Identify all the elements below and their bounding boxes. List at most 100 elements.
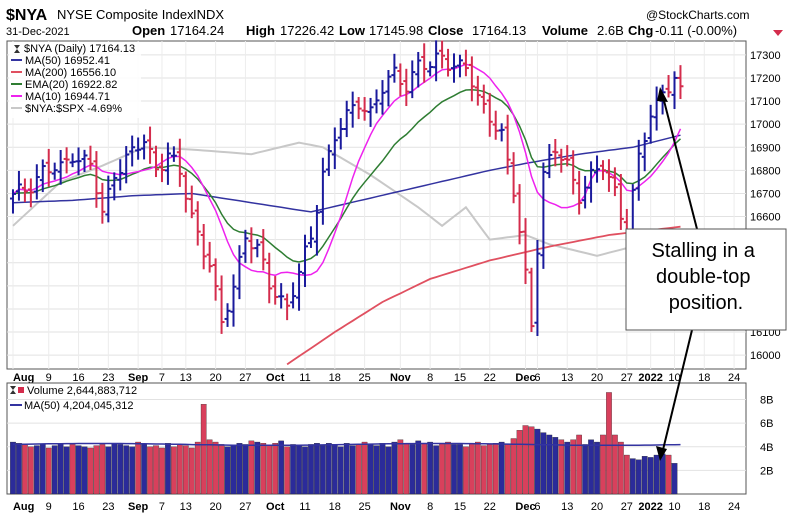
chg-value: -0.11 (-0.00%) bbox=[655, 23, 737, 38]
volume-bar bbox=[200, 404, 207, 495]
price-bar bbox=[588, 161, 595, 203]
x-tick-label: 18 bbox=[698, 372, 710, 384]
x-tick-label: 24 bbox=[728, 501, 740, 513]
volume-bar bbox=[242, 444, 249, 495]
volume-legend-title: Volume 2,644,883,712 bbox=[27, 385, 137, 397]
volume-panel: 2B 4B 6B 8B Volume 2,644,883,712 MA(50) 4,2… bbox=[6, 382, 773, 495]
volume-bar bbox=[397, 439, 404, 495]
volume-bar bbox=[409, 444, 416, 495]
volume-bar bbox=[475, 441, 481, 495]
volume-bar bbox=[600, 434, 606, 495]
ma200-line bbox=[286, 225, 681, 366]
volume-bar bbox=[546, 434, 553, 495]
volume-bar bbox=[492, 443, 499, 495]
price-bar bbox=[468, 56, 475, 102]
low-label: Low bbox=[339, 23, 366, 38]
volume-ma-label: MA(50) 4,204,045,312 bbox=[24, 400, 133, 412]
volume-bar bbox=[296, 445, 302, 495]
volume-bar bbox=[28, 446, 34, 495]
volume-bar bbox=[421, 443, 428, 495]
price-bar bbox=[164, 142, 171, 185]
volume-bar bbox=[314, 443, 320, 495]
x-tick-label: 15 bbox=[454, 372, 466, 384]
x-tick-label: Sep bbox=[128, 372, 148, 384]
price-bar bbox=[135, 137, 142, 160]
legend-item: $NYA:$SPX -4.69% bbox=[25, 103, 122, 115]
x-tick-label: 8 bbox=[427, 501, 433, 513]
price-bar bbox=[319, 157, 326, 225]
x-tick-label: 7 bbox=[159, 501, 165, 513]
volume-value: 2.6B bbox=[597, 23, 624, 38]
volume-bar bbox=[218, 444, 225, 495]
down-triangle-icon bbox=[773, 30, 783, 36]
x-tick-label: 23 bbox=[102, 372, 114, 384]
x-tick-label: 20 bbox=[209, 372, 221, 384]
open-label: Open bbox=[132, 23, 165, 38]
volume-bar bbox=[522, 425, 529, 495]
price-bar bbox=[343, 100, 350, 138]
price-bar bbox=[594, 155, 601, 183]
volume-bar bbox=[39, 444, 46, 495]
price-bar bbox=[194, 201, 201, 246]
price-bar bbox=[576, 170, 583, 215]
volume-bar bbox=[236, 443, 243, 495]
symbol: $NYA bbox=[6, 7, 48, 24]
price-bar bbox=[570, 150, 577, 195]
x-tick-label: Dec bbox=[515, 501, 535, 513]
volume-label: Volume bbox=[542, 23, 588, 38]
price-bar bbox=[188, 185, 195, 219]
price-bar bbox=[218, 275, 225, 334]
price-bar bbox=[302, 234, 309, 287]
x-tick-label: Dec bbox=[515, 372, 535, 384]
price-bar bbox=[123, 146, 130, 184]
x-tick-label: 27 bbox=[621, 501, 633, 513]
price-legend: $NYA (Daily) 17164.13 MA(50) 16952.41MA(… bbox=[9, 42, 141, 118]
volume-bar bbox=[69, 444, 76, 495]
price-bar bbox=[290, 282, 297, 309]
volume-bar bbox=[206, 439, 213, 495]
volume-bar bbox=[194, 441, 201, 495]
arrow-head-icon bbox=[656, 446, 667, 461]
volume-bar bbox=[177, 444, 183, 495]
volume-bar bbox=[171, 446, 177, 495]
volume-bar bbox=[63, 446, 70, 495]
volume-bar bbox=[480, 445, 487, 495]
volume-bar bbox=[87, 447, 94, 495]
price-bar bbox=[558, 148, 565, 173]
price-bar bbox=[272, 276, 279, 305]
date: 31-Dec-2021 bbox=[6, 26, 70, 38]
price-bar bbox=[99, 182, 106, 224]
volume-bar bbox=[427, 441, 433, 495]
volume-bar bbox=[570, 439, 577, 495]
price-bar bbox=[15, 170, 22, 201]
high-value: 17226.42 bbox=[280, 23, 334, 38]
price-bar bbox=[486, 92, 493, 137]
price-bar bbox=[599, 160, 606, 181]
volume-bar bbox=[451, 444, 457, 495]
price-bar bbox=[153, 145, 160, 178]
x-tick-label: 20 bbox=[591, 501, 603, 513]
x-tick-label: Oct bbox=[266, 372, 285, 384]
price-bar bbox=[170, 146, 177, 162]
price-bar bbox=[307, 226, 314, 248]
price-bar bbox=[248, 227, 255, 264]
volume-bar bbox=[618, 441, 624, 495]
volume-bar bbox=[129, 446, 136, 495]
x-tick-label: 2022 bbox=[638, 372, 662, 384]
price-bar bbox=[552, 138, 559, 167]
price-bar bbox=[582, 175, 589, 209]
volume-bar bbox=[504, 444, 511, 495]
high-label: High bbox=[246, 23, 275, 38]
volume-bar bbox=[284, 446, 290, 495]
price-y-tick: 16900 bbox=[750, 142, 781, 154]
price-bar bbox=[546, 143, 553, 179]
x-tick-label: 11 bbox=[299, 372, 310, 384]
x-tick-label: 27 bbox=[621, 372, 633, 384]
volume-bar bbox=[415, 440, 422, 495]
x-tick-label: Oct bbox=[266, 501, 285, 513]
volume-bar bbox=[653, 454, 660, 495]
x-tick-label: Sep bbox=[128, 501, 148, 513]
legend-item: MA(10) 16944.71 bbox=[25, 91, 110, 103]
collapse-arrows-icon bbox=[14, 45, 20, 53]
